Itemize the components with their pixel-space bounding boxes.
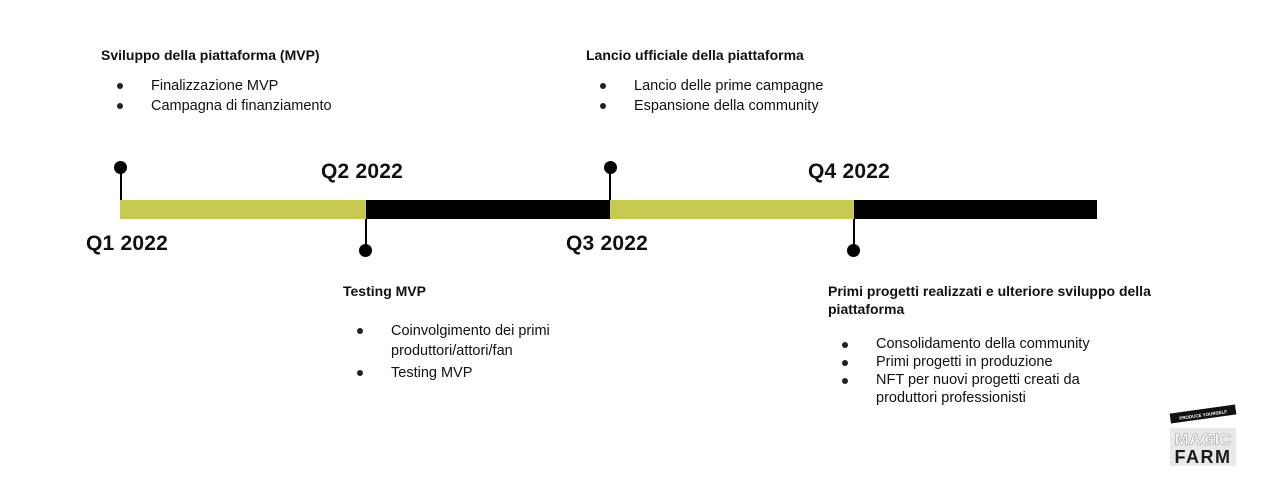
quarter-label-q4: Q4 2022 bbox=[808, 160, 890, 183]
milestone-title: Lancio ufficiale della piattaforma bbox=[586, 47, 804, 63]
timeline-stem-q4 bbox=[853, 219, 855, 250]
list-item: Campagna di finanziamento bbox=[117, 96, 421, 116]
timeline-marker-q1 bbox=[114, 161, 127, 174]
quarter-label-q2: Q2 2022 bbox=[321, 160, 403, 183]
logo-graphic: PRODUCE YOURSELF MAGIC FARM bbox=[1169, 404, 1237, 467]
logo-background bbox=[1170, 428, 1236, 466]
bullet-icon bbox=[842, 342, 848, 348]
list-item-text: Primi progetti in produzione bbox=[876, 354, 1053, 370]
list-item: Testing MVP bbox=[357, 363, 597, 383]
milestone-list: Finalizzazione MVP Campagna di finanziam… bbox=[101, 76, 421, 116]
bullet-icon bbox=[117, 103, 123, 109]
logo-line-2: FARM bbox=[1175, 447, 1232, 467]
milestone-q4: Primi progetti realizzati e ulteriore sv… bbox=[828, 282, 1173, 407]
bullet-icon bbox=[357, 370, 363, 376]
list-item-text: Lancio delle prime campagne bbox=[634, 78, 824, 94]
list-item: NFT per nuovi progetti creati da produtt… bbox=[842, 371, 1132, 407]
timeline-segment-q1 bbox=[120, 200, 366, 219]
list-item-text: Finalizzazione MVP bbox=[151, 78, 279, 94]
list-item-text: Consolidamento della community bbox=[876, 336, 1090, 352]
bullet-icon bbox=[842, 360, 848, 366]
bullet-icon bbox=[600, 103, 606, 109]
bullet-icon bbox=[117, 83, 123, 89]
timeline-marker-q3 bbox=[604, 161, 617, 174]
bullet-icon bbox=[842, 378, 848, 384]
quarter-label-q3: Q3 2022 bbox=[566, 232, 648, 255]
timeline-marker-q2 bbox=[359, 244, 372, 257]
list-item-text: Testing MVP bbox=[391, 365, 473, 381]
timeline-segment-q2 bbox=[366, 200, 610, 219]
timeline-segment-q3 bbox=[610, 200, 854, 219]
bullet-icon bbox=[600, 83, 606, 89]
list-item: Consolidamento della community bbox=[842, 335, 1132, 353]
logo-tagline: PRODUCE YOURSELF bbox=[1179, 409, 1228, 421]
milestone-q2: Testing MVP Coinvolgimento dei primi pro… bbox=[343, 282, 603, 383]
list-item: Finalizzazione MVP bbox=[117, 76, 421, 96]
timeline-segment-q4 bbox=[854, 200, 1097, 219]
list-item: Lancio delle prime campagne bbox=[600, 76, 906, 96]
logo-tagline-bar bbox=[1169, 404, 1237, 424]
milestone-list: Coinvolgimento dei primi produttori/atto… bbox=[343, 321, 597, 383]
list-item: Primi progetti in produzione bbox=[842, 353, 1132, 371]
timeline-stem-q3 bbox=[609, 168, 611, 200]
milestone-title: Sviluppo della piattaforma (MVP) bbox=[101, 47, 320, 63]
list-item: Espansione della community bbox=[600, 96, 906, 116]
list-item: Coinvolgimento dei primi produttori/atto… bbox=[357, 321, 597, 361]
timeline-stem-q1 bbox=[120, 168, 122, 200]
logo-line-1: MAGIC bbox=[1175, 430, 1232, 449]
list-item-text: NFT per nuovi progetti creati da produtt… bbox=[876, 372, 1080, 406]
timeline-stem-q2 bbox=[365, 219, 367, 250]
milestone-q3: Lancio ufficiale della piattaforma Lanci… bbox=[586, 46, 906, 116]
list-item-text: Coinvolgimento dei primi produttori/atto… bbox=[391, 323, 550, 359]
bullet-icon bbox=[357, 328, 363, 334]
list-item-text: Espansione della community bbox=[634, 98, 819, 114]
milestone-list: Lancio delle prime campagne Espansione d… bbox=[586, 76, 906, 116]
milestone-title: Primi progetti realizzati e ulteriore sv… bbox=[828, 283, 1151, 317]
list-item-text: Campagna di finanziamento bbox=[151, 98, 332, 114]
milestone-q1: Sviluppo della piattaforma (MVP) Finaliz… bbox=[101, 46, 421, 116]
magic-farm-logo: PRODUCE YOURSELF MAGIC FARM bbox=[1168, 402, 1238, 470]
milestone-title: Testing MVP bbox=[343, 283, 426, 299]
timeline-marker-q4 bbox=[847, 244, 860, 257]
milestone-list: Consolidamento della community Primi pro… bbox=[828, 335, 1132, 407]
quarter-label-q1: Q1 2022 bbox=[86, 232, 168, 255]
